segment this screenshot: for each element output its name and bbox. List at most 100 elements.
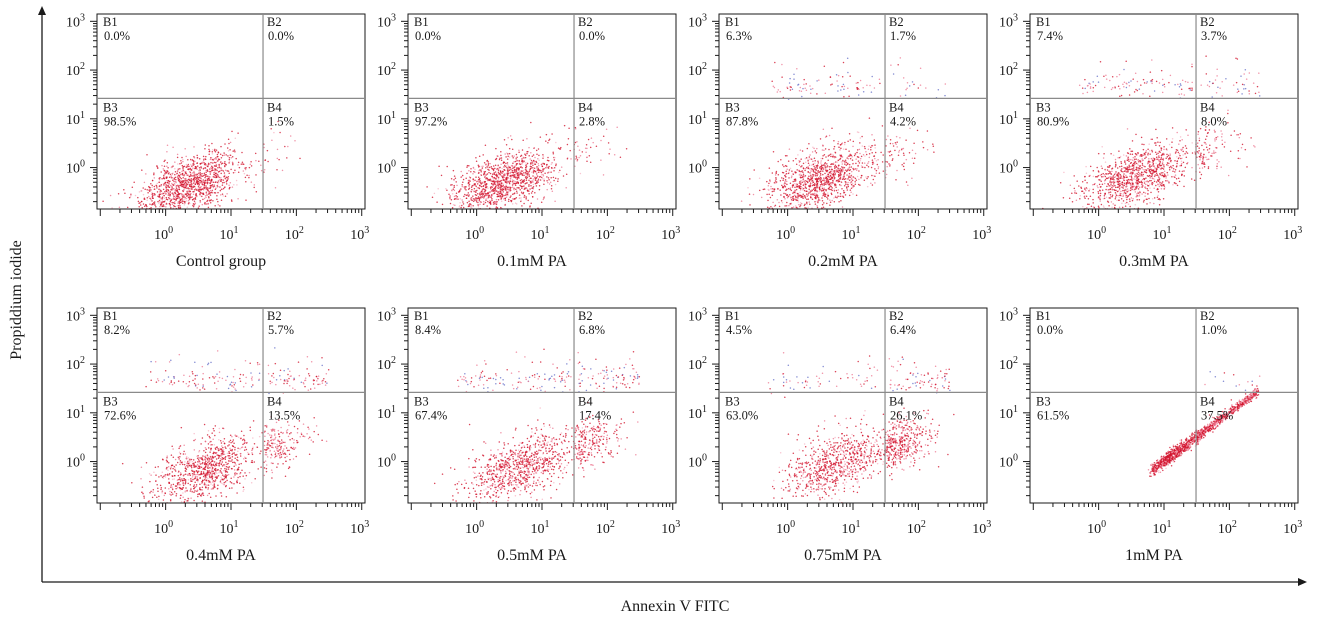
data-point [516,156,518,158]
data-point [446,165,448,168]
data-point [211,192,213,194]
data-point [501,212,503,214]
data-point [808,215,810,217]
data-point [529,182,532,184]
data-point [139,202,141,204]
data-point [846,189,849,191]
data-point [167,191,169,194]
data-point [1115,180,1118,183]
data-point [1107,173,1110,175]
data-point [137,200,140,203]
data-point [502,183,505,185]
data-point [158,194,161,196]
data-point [214,170,216,173]
data-point [1099,189,1101,191]
data-point [789,182,792,185]
data-point [508,198,510,201]
data-point [178,201,180,203]
data-point [782,177,785,180]
data-point [546,179,548,182]
data-point [789,187,792,189]
data-point [204,144,207,146]
data-point [1114,204,1116,207]
data-point [185,170,187,173]
data-point [1108,172,1111,174]
data-point [488,178,491,181]
data-point [1158,204,1161,206]
data-point [500,154,502,157]
data-point [776,215,778,217]
data-point [821,203,824,206]
data-point [180,174,182,176]
data-point [903,162,905,165]
data-point [823,164,825,166]
data-point [134,214,136,216]
data-point [559,169,561,172]
data-point [192,193,195,196]
data-point [1139,155,1141,157]
data-point [810,189,813,191]
data-point [944,83,947,85]
data-point [548,138,551,140]
data-point [840,89,842,91]
data-point [180,192,183,195]
data-point [855,179,858,181]
data-point [811,179,814,181]
data-point [800,185,802,188]
data-point [1178,170,1181,172]
data-point [180,213,182,215]
data-point [542,198,545,201]
data-point [492,173,494,175]
data-point [1119,173,1122,176]
data-point [477,169,480,172]
data-point [789,203,791,205]
data-point [1139,175,1141,177]
data-point [245,199,247,201]
data-point [789,167,792,170]
data-point [540,173,543,176]
data-point [537,179,540,181]
data-point [166,162,169,164]
data-point [1083,196,1086,198]
data-point [911,149,914,152]
data-point [1145,151,1147,154]
data-point [791,207,793,209]
data-point [498,183,500,186]
data-point [827,192,829,194]
data-point [1155,181,1158,183]
data-point [126,206,129,209]
data-point [496,200,498,203]
data-point [509,196,511,198]
data-point [253,184,256,186]
data-point [192,162,195,164]
data-point [771,194,774,196]
data-point [1138,160,1140,163]
data-point [766,193,768,196]
data-point [523,157,525,159]
data-point [1132,167,1135,169]
data-point [867,165,870,168]
data-point [161,192,164,195]
data-point [585,144,588,146]
data-point [803,204,806,207]
data-point [816,166,818,168]
data-point [487,200,489,203]
data-point [445,188,447,190]
data-point [1166,156,1169,158]
data-point [201,195,203,198]
data-point [519,184,521,187]
data-point [165,203,168,205]
data-point [277,120,279,123]
data-point [542,173,544,176]
data-point [228,158,231,161]
data-point [1152,162,1155,164]
data-point [790,189,793,192]
data-point [807,178,810,180]
data-point [215,172,217,174]
data-point [740,200,743,202]
data-point [496,180,499,182]
data-point [882,154,884,156]
data-point [870,182,872,184]
data-point [188,171,191,173]
panel-caption: Control group [176,253,266,270]
